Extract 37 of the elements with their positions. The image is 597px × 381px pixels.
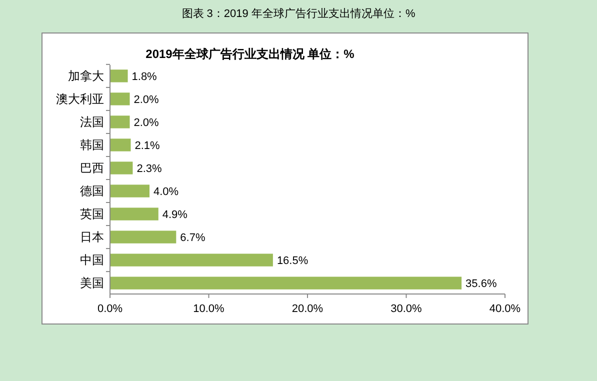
- bar: [110, 116, 130, 128]
- x-tick-label: 40.0%: [489, 303, 521, 315]
- bar: [110, 254, 273, 266]
- bar: [110, 276, 462, 290]
- y-tick-label: 英国: [80, 207, 104, 222]
- y-tick-label: 美国: [80, 276, 104, 290]
- y-tick-label: 法国: [80, 114, 104, 129]
- data-label: 1.8%: [132, 70, 158, 83]
- y-tick-label: 德国: [80, 184, 104, 198]
- y-tick-label: 巴西: [80, 160, 104, 175]
- data-label: 35.6%: [466, 278, 497, 290]
- y-tick-label: 中国: [80, 253, 104, 268]
- bar: [110, 92, 130, 106]
- x-tick-label: 20.0%: [292, 303, 324, 315]
- bar: [110, 230, 176, 244]
- bar: [110, 184, 150, 198]
- x-tick-label: 30.0%: [390, 303, 422, 315]
- chart-subtitle: 2019年全球广告行业支出情况 单位：%: [146, 47, 355, 61]
- bar: [110, 162, 133, 174]
- data-label: 2.1%: [134, 140, 160, 152]
- bar: [110, 138, 131, 152]
- bar: [110, 70, 128, 82]
- y-tick-label: 韩国: [80, 138, 104, 152]
- data-label: 4.9%: [162, 209, 188, 222]
- data-label: 4.0%: [154, 186, 179, 198]
- y-tick-label: 澳大利亚: [56, 92, 104, 106]
- bar: [110, 208, 158, 220]
- data-label: 16.5%: [276, 255, 308, 268]
- data-label: 2.0%: [134, 116, 160, 129]
- data-label: 2.3%: [136, 162, 162, 175]
- x-tick-label: 0.0%: [97, 303, 123, 315]
- data-label: 2.0%: [134, 94, 160, 106]
- data-label: 6.7%: [180, 232, 206, 244]
- y-tick-label: 日本: [80, 230, 104, 244]
- x-tick-label: 10.0%: [193, 303, 225, 315]
- y-tick-label: 加拿大: [68, 68, 104, 83]
- chart-title: 图表 3：2019 年全球广告行业支出情况单位：%: [182, 7, 416, 20]
